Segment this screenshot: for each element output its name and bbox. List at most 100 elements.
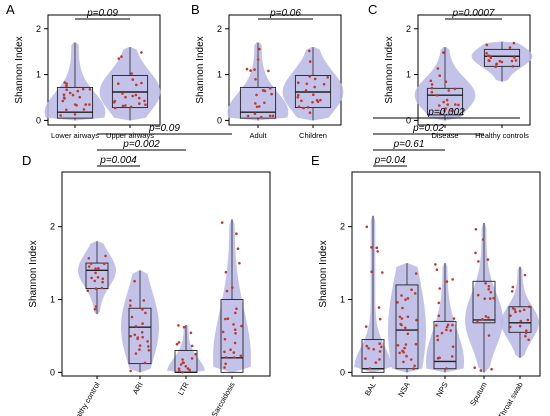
data-point (403, 346, 406, 350)
p-value-label: p=0.06 (269, 8, 301, 19)
data-point (94, 287, 98, 290)
y-tick-label: 0 (50, 367, 55, 377)
data-point (240, 324, 243, 328)
data-point (63, 97, 66, 100)
data-point (484, 315, 488, 318)
data-point (438, 287, 442, 290)
data-point (63, 81, 66, 84)
data-point (498, 59, 502, 63)
data-point (234, 311, 237, 315)
data-point (190, 357, 194, 360)
data-point (413, 364, 416, 368)
data-point (100, 286, 104, 290)
data-point (364, 357, 367, 360)
data-point (436, 67, 440, 70)
x-tick-label: Lower airways (51, 131, 99, 140)
data-point (527, 305, 531, 309)
p-value-label: p=0.02 (412, 123, 444, 134)
data-point (304, 89, 308, 92)
data-point (253, 68, 256, 71)
data-point (402, 360, 405, 364)
data-point (312, 93, 315, 96)
box-4 (508, 306, 532, 333)
plot-frame (61, 171, 271, 377)
data-point (137, 96, 141, 100)
data-point (254, 102, 257, 105)
data-point (233, 341, 237, 345)
data-point (487, 285, 491, 288)
panel-b: 0 1 2 Shannon Index Adult Children p=0.06 (195, 8, 344, 140)
data-point (78, 95, 81, 99)
p-value-label: p=0.0007 (452, 8, 495, 19)
data-point (93, 279, 96, 283)
data-point (405, 354, 408, 358)
data-point (229, 348, 232, 352)
data-point (484, 282, 487, 285)
y-tick-label: 2 (406, 24, 411, 34)
data-point (87, 265, 91, 268)
data-point (136, 336, 140, 339)
data-point (140, 331, 144, 334)
x-tick-label: NPS (434, 381, 450, 399)
x-tick-label: Sarcoidosis (210, 380, 237, 416)
data-point (221, 330, 225, 334)
data-point (302, 106, 305, 110)
data-point (224, 270, 228, 274)
box-1 (128, 307, 152, 365)
data-point (256, 58, 260, 61)
data-point (259, 115, 263, 119)
data-point (435, 93, 439, 97)
data-point (313, 85, 317, 89)
data-point (258, 105, 261, 108)
data-point (271, 114, 275, 118)
data-point (476, 293, 480, 297)
data-point (65, 88, 68, 91)
data-point (129, 304, 132, 307)
data-point (101, 277, 105, 281)
data-point (490, 367, 493, 371)
data-point (103, 262, 106, 266)
data-point (296, 93, 300, 97)
data-point (133, 279, 136, 283)
data-point (319, 98, 322, 102)
data-point (194, 352, 197, 356)
data-point (225, 356, 228, 359)
data-point (59, 114, 62, 117)
data-point (453, 87, 457, 91)
y-axis-label: Shannon Index (318, 240, 329, 307)
data-point (134, 352, 138, 355)
data-point (486, 54, 490, 58)
p-value-label: p=0.002 (427, 107, 465, 118)
data-point (488, 59, 491, 63)
data-point (451, 345, 455, 349)
data-point (452, 317, 456, 320)
data-point (396, 344, 400, 347)
data-point (130, 315, 134, 319)
data-point (147, 345, 150, 348)
data-point (246, 114, 250, 118)
data-point (232, 351, 236, 354)
data-point (440, 331, 444, 335)
data-point (138, 348, 141, 351)
data-point (372, 348, 376, 351)
data-point (141, 335, 144, 339)
data-point (415, 318, 418, 322)
y-axis-label: Shannon Index (28, 240, 39, 307)
data-point (131, 78, 135, 81)
y-tick-label: 1 (217, 70, 222, 80)
data-point (403, 326, 407, 330)
data-point (88, 103, 91, 106)
data-point (449, 329, 453, 332)
data-point (518, 324, 522, 328)
data-point (435, 268, 439, 272)
data-point (451, 323, 454, 327)
y-tick-label: 1 (406, 70, 411, 80)
y-tick-label: 1 (50, 295, 55, 305)
data-point (473, 366, 477, 370)
data-point (133, 333, 137, 337)
data-point (525, 329, 528, 333)
box-0 (426, 87, 464, 116)
data-point (377, 306, 381, 309)
data-point (177, 324, 180, 327)
data-point (224, 362, 227, 366)
